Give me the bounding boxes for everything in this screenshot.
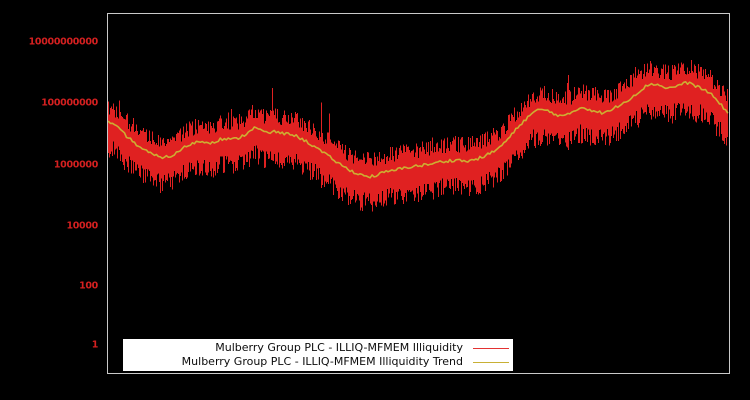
y-tick-label: 10000000000 bbox=[28, 36, 99, 48]
y-tick-label: 10000 bbox=[66, 220, 98, 232]
illiquidity-series bbox=[108, 60, 728, 212]
chart-legend: Mulberry Group PLC - ILLIQ-MFMEM Illiqui… bbox=[123, 339, 513, 371]
legend-swatch-illiquidity bbox=[473, 347, 509, 349]
y-tick-label: 1000000 bbox=[53, 159, 98, 171]
plot-area bbox=[107, 13, 730, 374]
y-tick-label: 1 bbox=[91, 339, 99, 351]
legend-label-illiquidity: Mulberry Group PLC - ILLIQ-MFMEM Illiqui… bbox=[215, 341, 463, 354]
legend-swatch-illiquidity-trend bbox=[473, 361, 509, 363]
y-axis-tick-labels: 10000000000 100000000 1000000 10000 100 1 bbox=[0, 0, 104, 400]
legend-item-illiquidity-trend: Mulberry Group PLC - ILLIQ-MFMEM Illiqui… bbox=[129, 355, 509, 369]
legend-label-illiquidity-trend: Mulberry Group PLC - ILLIQ-MFMEM Illiqui… bbox=[181, 355, 463, 368]
y-tick-label: 100000000 bbox=[41, 97, 98, 109]
illiquidity-trend-series bbox=[108, 81, 729, 179]
series-canvas bbox=[108, 60, 729, 212]
legend-item-illiquidity: Mulberry Group PLC - ILLIQ-MFMEM Illiqui… bbox=[129, 341, 509, 355]
y-tick-label: 100 bbox=[79, 280, 98, 292]
